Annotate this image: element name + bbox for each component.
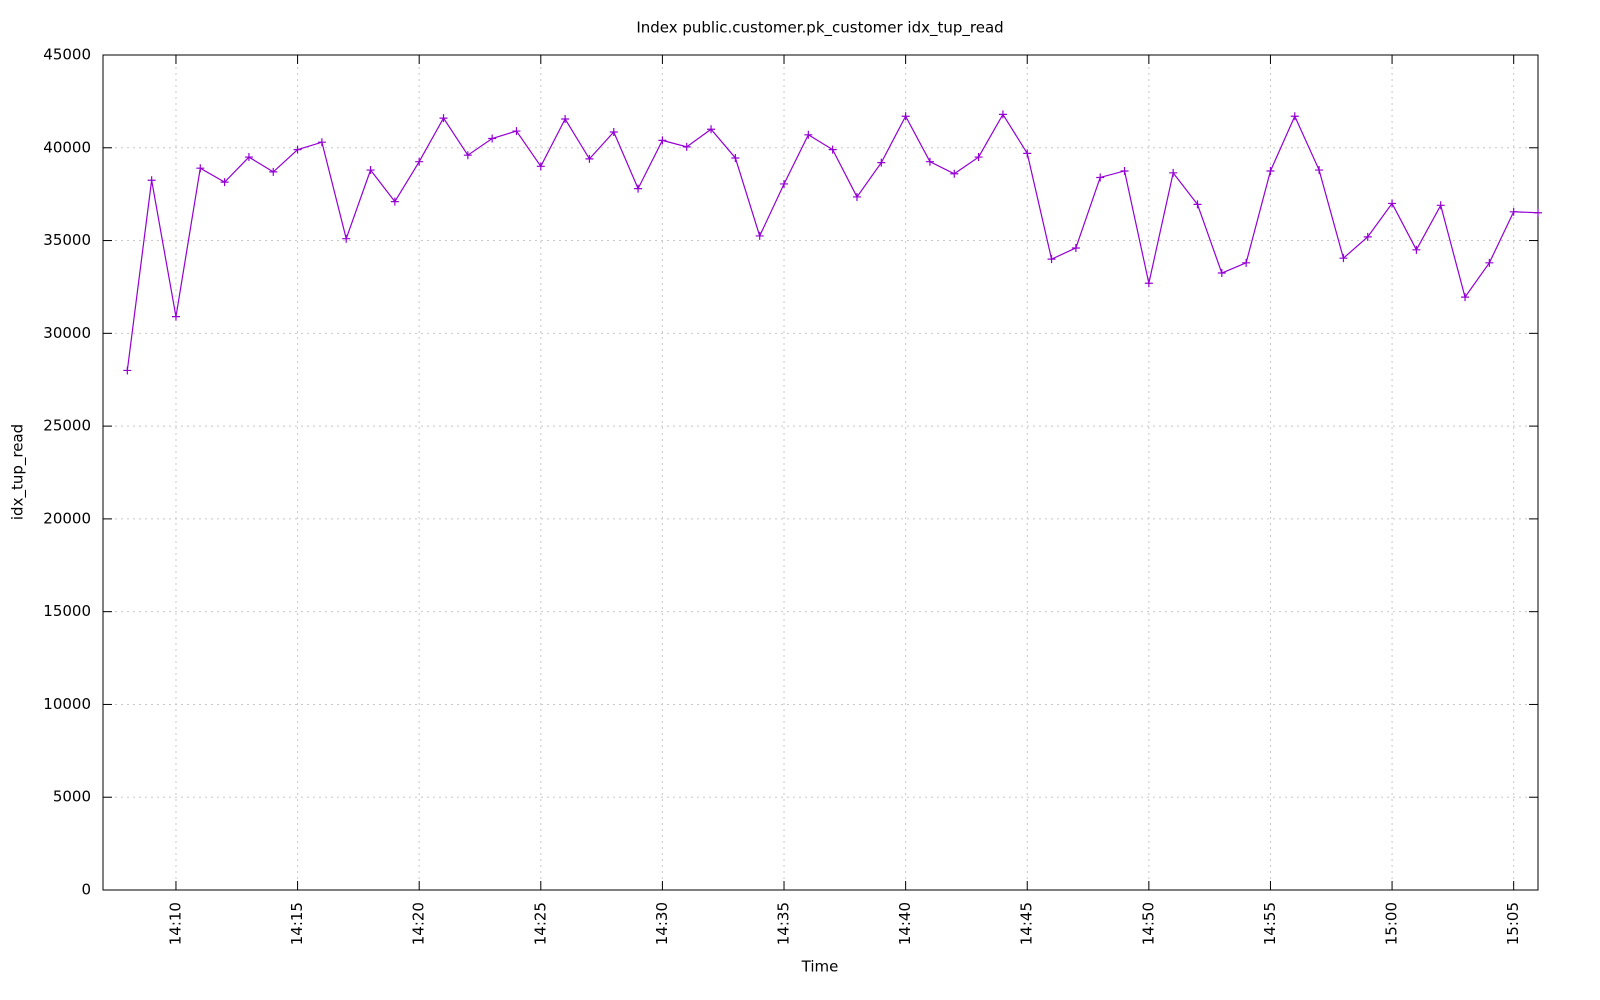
data-point (998, 110, 1007, 119)
data-point (780, 179, 789, 188)
data-point (828, 145, 837, 154)
data-point (877, 158, 886, 167)
data-point (1096, 173, 1105, 182)
y-tick-label: 45000 (43, 46, 91, 64)
x-tick-label: 14:35 (775, 902, 793, 945)
x-tick-label: 14:40 (896, 902, 914, 945)
data-point (682, 142, 691, 151)
data-point (925, 157, 934, 166)
plot-border (102, 54, 1539, 891)
data-point (1461, 293, 1470, 302)
y-tick-label: 25000 (43, 417, 91, 435)
data-point (1315, 166, 1324, 175)
data-point (1436, 201, 1445, 210)
x-tick-label: 14:20 (410, 902, 428, 945)
data-point (1412, 245, 1421, 254)
data-point (536, 162, 545, 171)
data-point (147, 176, 156, 185)
x-tick-label: 14:30 (653, 902, 671, 945)
data-point (1217, 269, 1226, 278)
data-point (1388, 199, 1397, 208)
data-point (1193, 200, 1202, 209)
data-point (1242, 258, 1251, 267)
data-point (585, 154, 594, 163)
data-point (634, 184, 643, 193)
data-point (755, 231, 764, 240)
data-point (1509, 207, 1518, 216)
x-tick-label: 14:45 (1018, 902, 1036, 945)
data-point (123, 366, 132, 375)
data-point (804, 130, 813, 139)
y-tick-label: 35000 (43, 231, 91, 249)
data-point (901, 112, 910, 121)
data-point (171, 312, 180, 321)
y-tick-label: 5000 (53, 788, 91, 806)
data-point (1534, 208, 1542, 217)
y-tick-label: 40000 (43, 138, 91, 156)
data-point (366, 166, 375, 175)
data-point (1290, 112, 1299, 121)
data-point (1120, 166, 1129, 175)
x-tick-label: 14:55 (1261, 902, 1279, 945)
y-tick-label: 15000 (43, 602, 91, 620)
data-point (439, 114, 448, 123)
data-point (463, 151, 472, 160)
data-point (196, 164, 205, 173)
x-tick-label: 15:05 (1504, 902, 1522, 945)
data-point (390, 197, 399, 206)
x-tick-label: 14:10 (166, 902, 184, 945)
y-tick-label: 0 (81, 881, 91, 899)
y-tick-label: 30000 (43, 324, 91, 342)
data-point (1266, 166, 1275, 175)
data-point (561, 115, 570, 124)
data-point (1071, 243, 1080, 252)
data-point (220, 178, 229, 187)
data-point (974, 153, 983, 162)
data-point (1144, 279, 1153, 288)
data-point (1169, 168, 1178, 177)
data-point (415, 157, 424, 166)
x-tick-label: 14:15 (288, 902, 306, 945)
data-point (269, 167, 278, 176)
data-point (244, 153, 253, 162)
data-point (658, 136, 667, 145)
data-point (707, 125, 716, 134)
data-point (488, 134, 497, 143)
data-point (731, 153, 740, 162)
y-tick-label: 10000 (43, 695, 91, 713)
x-axis-label: Time (801, 958, 839, 976)
x-tick-label: 14:50 (1139, 902, 1157, 945)
y-axis-label: idx_tup_read (9, 424, 28, 520)
data-point (1023, 149, 1032, 158)
y-tick-label: 20000 (43, 509, 91, 527)
data-point (609, 128, 618, 137)
data-point (1047, 255, 1056, 264)
x-tick-label: 14:25 (531, 902, 549, 945)
chart-title: Index public.customer.pk_customer idx_tu… (636, 19, 1003, 38)
data-point (293, 145, 302, 154)
data-point (950, 169, 959, 178)
data-point (1339, 254, 1348, 263)
data-point (1485, 258, 1494, 267)
data-point (512, 127, 521, 136)
data-point (342, 234, 351, 243)
data-point (1363, 232, 1372, 241)
data-point (317, 138, 326, 147)
data-point (852, 192, 861, 201)
x-tick-label: 15:00 (1383, 902, 1401, 945)
